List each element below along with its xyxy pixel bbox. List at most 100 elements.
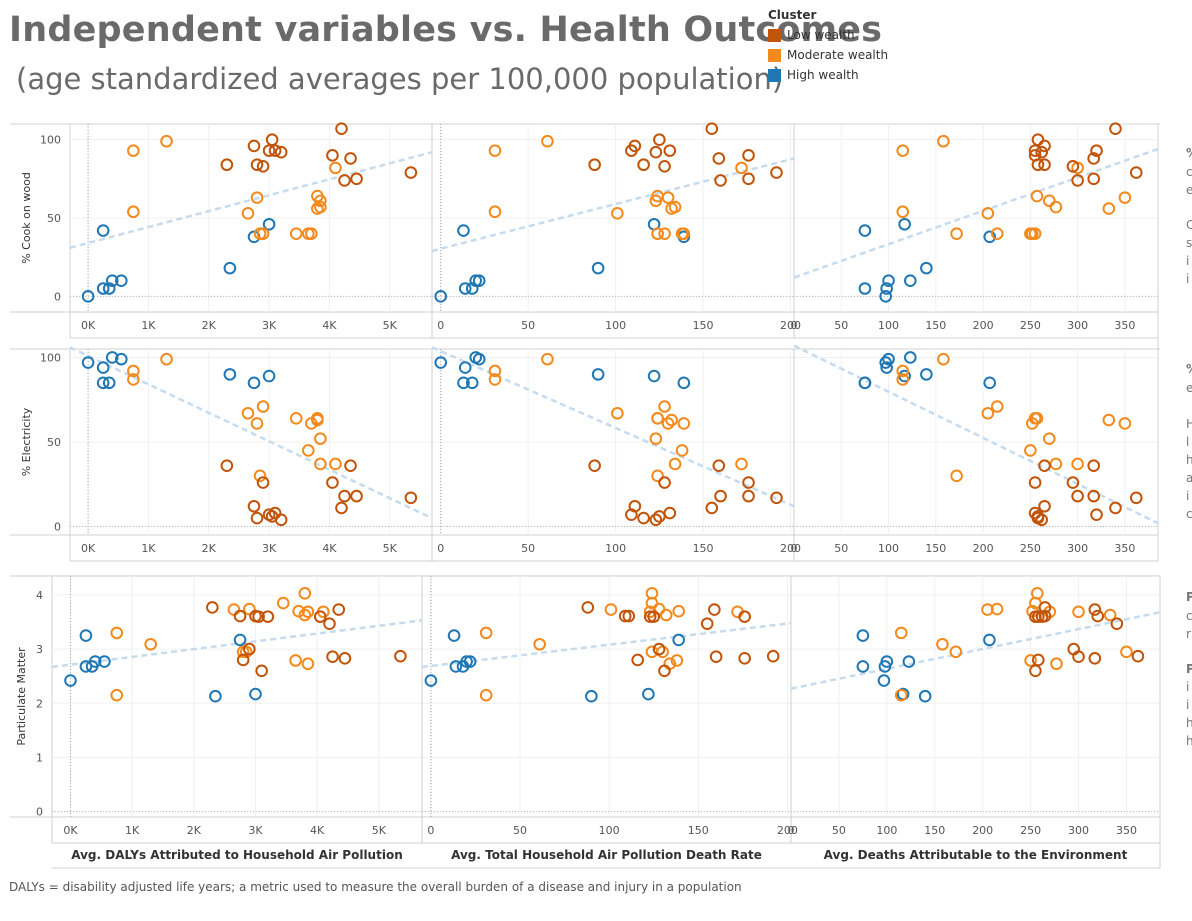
x-tick-label: 100 [878, 542, 899, 555]
side-note-fragment: i [1186, 489, 1190, 503]
x-tick-label: 300 [1067, 542, 1088, 555]
data-point [447, 629, 461, 642]
data-point [268, 144, 282, 157]
data-point [1088, 603, 1102, 616]
trend-line [51, 619, 423, 669]
y-tick-label: 50 [47, 436, 61, 449]
x-tick-label: 100 [878, 319, 899, 332]
x-tick-label: 4K [322, 319, 337, 332]
y-axis-label: % Cook on wood [20, 172, 33, 264]
data-point [658, 664, 671, 678]
x-tick-label: 200 [973, 542, 994, 555]
data-point [658, 476, 671, 489]
data-point [1118, 191, 1132, 204]
data-point [1129, 491, 1143, 505]
data-point [292, 604, 305, 618]
data-point [404, 491, 418, 505]
y-tick-label: 0 [54, 290, 61, 303]
data-point [990, 602, 1004, 616]
data-point [879, 290, 893, 303]
data-point [936, 637, 949, 651]
data-point [1038, 158, 1051, 172]
data-point [329, 161, 342, 175]
data-point [903, 274, 917, 287]
legend-item-moderate-wealth[interactable]: Moderate wealth [768, 45, 888, 65]
data-point [302, 444, 315, 457]
data-point [314, 432, 327, 445]
x-tick-label: 150 [693, 319, 714, 332]
x-tick-label: 300 [1068, 824, 1089, 837]
data-point [249, 687, 262, 701]
data-point [637, 158, 650, 172]
data-point [127, 364, 140, 378]
page-subtitle: (age standardized averages per 100,000 p… [16, 62, 784, 96]
data-point [250, 417, 264, 430]
x-tick-label: 4K [310, 824, 325, 837]
side-note-fragment: l [1186, 435, 1190, 449]
data-point [675, 444, 689, 457]
x-tick-label: 1K [141, 319, 156, 332]
legend-item-high-wealth[interactable]: High wealth [768, 65, 888, 85]
data-point [677, 417, 691, 430]
data-point [708, 603, 721, 616]
x-tick-label: 200 [777, 824, 798, 837]
data-point [96, 361, 110, 374]
data-point [249, 609, 262, 623]
side-note-fragment: i [1186, 254, 1190, 268]
data-point [209, 689, 222, 703]
data-point [659, 608, 673, 622]
x-tick-label: 3K [262, 542, 277, 555]
data-point [665, 413, 678, 427]
data-point [742, 149, 755, 162]
data-point [896, 364, 910, 378]
legend-item-low-wealth[interactable]: Low wealth [768, 25, 888, 45]
data-point [326, 476, 339, 489]
data-point [338, 489, 351, 503]
legend: Cluster Low wealth Moderate wealth High … [768, 8, 888, 85]
data-point [937, 134, 950, 148]
legend-swatch [768, 28, 781, 42]
side-note-fragment: c [1186, 609, 1192, 623]
data-point [314, 194, 327, 208]
data-point [541, 352, 554, 366]
data-point [457, 224, 470, 237]
data-point [1030, 189, 1044, 203]
y-tick-label: 4 [36, 589, 43, 602]
data-point [298, 608, 312, 622]
x-tick-label: 300 [1067, 319, 1088, 332]
x-tick-label: 150 [925, 542, 946, 555]
data-point [663, 506, 677, 520]
data-point [344, 152, 357, 165]
data-point [243, 602, 256, 616]
x-tick-label: 5K [383, 542, 398, 555]
data-point [643, 610, 657, 623]
data-point [1025, 227, 1039, 240]
y-tick-label: 0 [36, 806, 43, 819]
trend-line [431, 157, 795, 253]
data-point [1110, 617, 1124, 630]
data-point [311, 413, 324, 427]
data-point [653, 133, 666, 146]
data-point [742, 489, 755, 503]
data-point [262, 217, 276, 231]
data-point [1109, 122, 1122, 135]
data-point [902, 655, 916, 668]
data-point [110, 626, 124, 640]
data-point [313, 610, 327, 623]
y-axis-label: % Electricity [20, 407, 33, 476]
data-point [255, 664, 268, 678]
data-point [1031, 511, 1045, 525]
y-tick-label: 50 [47, 212, 61, 225]
data-point [611, 406, 624, 420]
data-point [1120, 645, 1133, 659]
data-point [677, 376, 691, 390]
data-point [858, 282, 872, 295]
data-point [1066, 160, 1080, 173]
data-point [647, 610, 661, 623]
data-point [338, 652, 352, 665]
data-point [618, 609, 632, 623]
data-point [735, 161, 748, 175]
data-point [1072, 605, 1085, 619]
data-point [642, 687, 655, 701]
x-tick-label: 5K [372, 824, 387, 837]
